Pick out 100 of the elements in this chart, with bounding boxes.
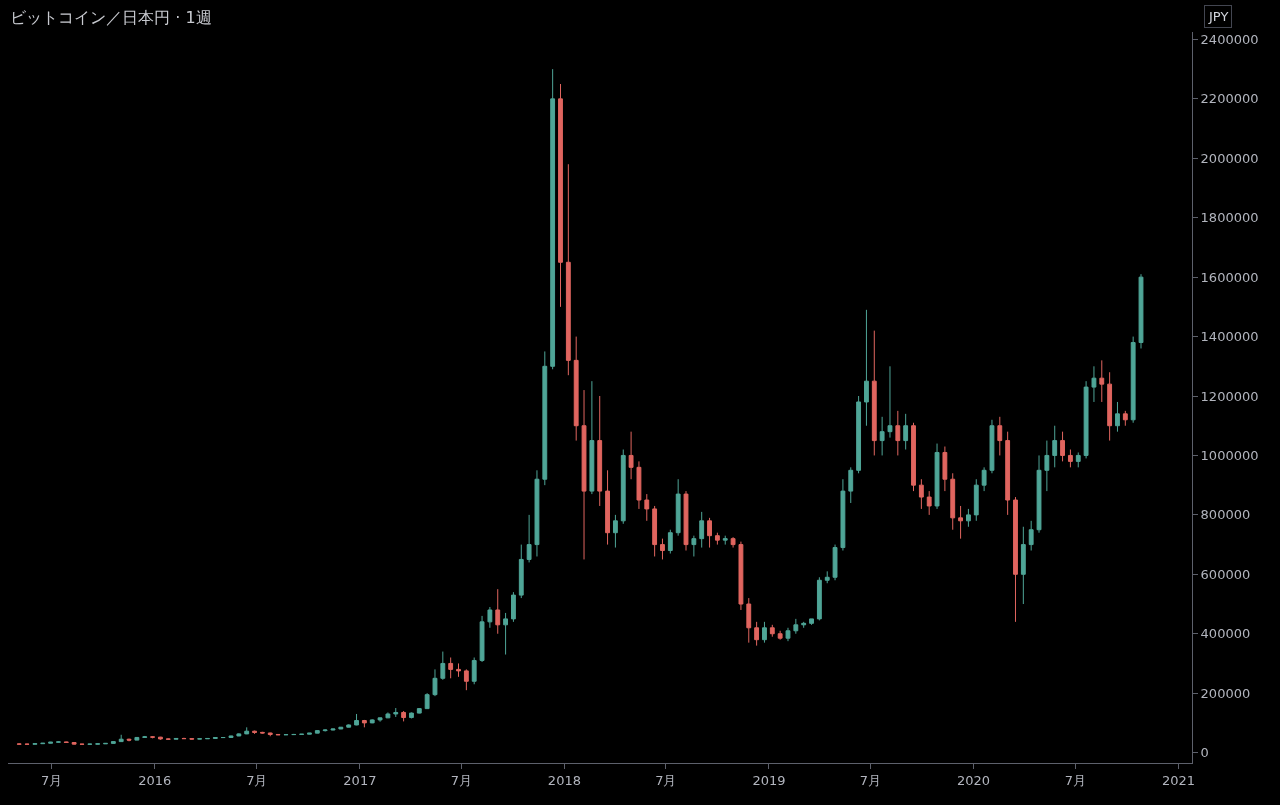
candlestick bbox=[1067, 449, 1073, 468]
x-tick-label: 7月 bbox=[859, 772, 881, 788]
candlestick bbox=[1091, 365, 1097, 403]
candlestick bbox=[1028, 520, 1034, 552]
candlestick bbox=[1036, 454, 1042, 534]
candlestick bbox=[714, 532, 720, 546]
candlestick bbox=[440, 651, 446, 681]
text: JPY bbox=[1208, 9, 1229, 24]
candlestick bbox=[189, 737, 195, 740]
candlestick bbox=[918, 478, 924, 510]
candlestick bbox=[848, 466, 854, 504]
candlestick bbox=[393, 707, 399, 718]
candlestick bbox=[871, 330, 877, 456]
candlestick bbox=[926, 490, 932, 516]
y-tick-label: 1800000 bbox=[1200, 210, 1259, 226]
candlestick bbox=[542, 350, 548, 486]
candlestick bbox=[1115, 401, 1120, 433]
y-tick-label: 1000000 bbox=[1200, 448, 1259, 463]
candlestick bbox=[63, 741, 69, 744]
candlestick bbox=[675, 478, 681, 537]
candlestick bbox=[401, 710, 407, 722]
x-tick-label: 7月 bbox=[1064, 772, 1087, 788]
candlestick bbox=[79, 743, 85, 746]
candlestick bbox=[479, 615, 485, 663]
candlestick bbox=[864, 309, 869, 427]
candlestick bbox=[267, 732, 273, 737]
y-tick-label: 2400000 bbox=[1200, 31, 1259, 47]
y-tick-label: 1400000 bbox=[1200, 329, 1259, 345]
candlestick bbox=[699, 511, 705, 549]
candlestick bbox=[722, 535, 728, 546]
candlestick bbox=[1107, 371, 1113, 442]
candlestick bbox=[832, 544, 838, 581]
candlestick bbox=[785, 627, 791, 642]
candlestick bbox=[620, 449, 626, 525]
candlestick bbox=[550, 68, 556, 370]
candlestick bbox=[330, 728, 336, 731]
x-tick-label: 7月 bbox=[41, 772, 63, 788]
candlestick bbox=[1083, 380, 1089, 459]
candlestick bbox=[581, 389, 587, 560]
candlestick bbox=[667, 529, 673, 555]
candlestick bbox=[738, 541, 744, 611]
candlestick bbox=[228, 735, 234, 739]
candlestick bbox=[416, 707, 422, 714]
candlestick bbox=[322, 728, 328, 732]
candlestick bbox=[597, 395, 603, 507]
candlestick bbox=[157, 736, 163, 741]
candlestick bbox=[746, 597, 752, 644]
candlestick bbox=[1138, 273, 1144, 349]
candlestick bbox=[565, 163, 571, 376]
candlestick bbox=[212, 736, 218, 740]
candlestick bbox=[950, 472, 956, 531]
candlestick bbox=[644, 493, 650, 522]
candlestick bbox=[966, 508, 971, 528]
candlestick bbox=[173, 737, 179, 740]
candlestick bbox=[377, 717, 383, 723]
y-tick-label: 600000 bbox=[1200, 566, 1251, 582]
candlestick bbox=[997, 416, 1003, 456]
chart-title: ビットコイン／日本円 · 1週 bbox=[10, 8, 212, 28]
x-tick-label: 2018 bbox=[547, 772, 581, 788]
candlestick bbox=[354, 713, 359, 726]
candlestick bbox=[307, 732, 312, 735]
candlestick bbox=[1013, 496, 1018, 623]
candlestick bbox=[526, 514, 532, 563]
x-tick-label: 2016 bbox=[138, 772, 172, 788]
candlestick bbox=[660, 538, 665, 560]
x-tick-label: 7月 bbox=[655, 772, 677, 788]
candlestick bbox=[456, 662, 461, 678]
candlestick bbox=[487, 606, 493, 629]
candlestick bbox=[165, 737, 171, 741]
candlestick bbox=[903, 413, 909, 450]
candlestick bbox=[824, 570, 830, 584]
candlestick bbox=[518, 544, 524, 599]
candlestick bbox=[589, 380, 595, 495]
candlestick bbox=[777, 630, 783, 641]
candlestick bbox=[1052, 425, 1058, 468]
candlestick bbox=[346, 723, 352, 728]
candlestick bbox=[793, 618, 799, 635]
y-tick-label: 1600000 bbox=[1200, 269, 1259, 285]
candlestick bbox=[942, 446, 948, 492]
candlestick bbox=[558, 83, 563, 308]
candlestick bbox=[973, 478, 979, 522]
candlestick bbox=[605, 469, 610, 546]
x-tick-label: 2017 bbox=[343, 772, 377, 788]
candlestick bbox=[424, 692, 430, 710]
candlestick bbox=[691, 535, 697, 557]
candlestick bbox=[856, 395, 862, 474]
y-tick-label: 1200000 bbox=[1200, 388, 1259, 404]
y-tick-label: 200000 bbox=[1200, 685, 1251, 701]
candlestick bbox=[134, 736, 140, 741]
candlestick bbox=[150, 735, 155, 739]
candlestick bbox=[338, 726, 344, 730]
y-tick-label: 400000 bbox=[1200, 626, 1251, 642]
candlestick bbox=[110, 740, 116, 745]
candlestick bbox=[409, 711, 414, 719]
candlestick bbox=[652, 505, 658, 557]
candlestick bbox=[958, 505, 963, 540]
candlestick bbox=[511, 591, 516, 623]
y-tick-label: 2000000 bbox=[1200, 150, 1259, 166]
candlestick bbox=[895, 410, 901, 456]
candlestick bbox=[495, 588, 501, 635]
